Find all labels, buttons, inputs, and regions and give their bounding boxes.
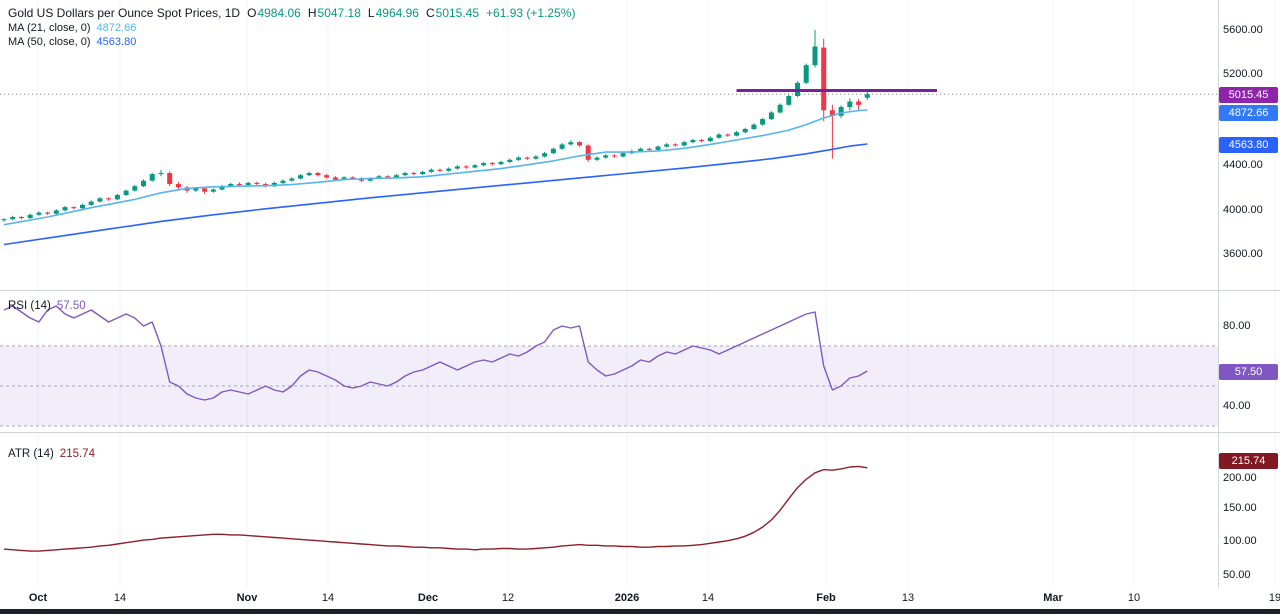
symbol-title: Gold US Dollars per Ounce Spot Prices, 1… [8, 6, 241, 20]
ma50-legend-row[interactable]: MA (50, close, 0) 4563.80 [8, 36, 575, 48]
axis-tick-label: 150.00 [1223, 502, 1257, 514]
time-axis[interactable]: Oct 14 Nov 14 Dec 12 2026 14 Feb 13 Mar 10 19 [0, 588, 1280, 609]
ma21-label: MA (21, close, 0) [8, 22, 91, 34]
axis-tick-label: 50.00 [1223, 569, 1251, 581]
price-badge: 215.74 [1219, 453, 1278, 469]
atr-label: ATR (14) [8, 448, 54, 460]
rsi-value: 57.50 [56, 300, 86, 312]
price-badge: 5015.45 [1219, 87, 1278, 103]
time-tick-label: 14 [321, 592, 335, 604]
time-tick-label: Mar [1043, 592, 1063, 604]
ma21-value: 4872.66 [96, 22, 137, 34]
axis-tick-label: 5600.00 [1223, 24, 1263, 36]
ma21-legend-row[interactable]: MA (21, close, 0) 4872.66 [8, 22, 575, 34]
ma50-value: 4563.80 [96, 36, 137, 48]
time-tick-label: 2026 [614, 592, 640, 604]
time-tick-label: 10 [1127, 592, 1141, 604]
time-tick-label: 14 [113, 592, 127, 604]
price-badge: 4872.66 [1219, 105, 1278, 121]
time-tick-label: Feb [816, 592, 836, 604]
price-axis[interactable]: 5600.00 5200.00 4400.00 4000.00 3600.00 5015.… [1218, 0, 1280, 588]
rsi-label: RSI (14) [8, 300, 51, 312]
ma50-label: MA (50, close, 0) [8, 36, 91, 48]
axis-tick-label: 100.00 [1223, 535, 1257, 547]
time-tick-label: 13 [901, 592, 915, 604]
axis-tick-label: 4400.00 [1223, 159, 1263, 171]
symbol-legend-row[interactable]: Gold US Dollars per Ounce Spot Prices, 1… [8, 6, 575, 20]
axis-tick-label: 4000.00 [1223, 204, 1263, 216]
main-legend: Gold US Dollars per Ounce Spot Prices, 1… [8, 6, 575, 50]
price-change: +61.93 (+1.25%) [486, 6, 576, 20]
axis-tick-label: 200.00 [1223, 472, 1257, 484]
time-tick-label: Oct [28, 592, 48, 604]
time-tick-label: 14 [701, 592, 715, 604]
time-tick-label: 12 [501, 592, 515, 604]
price-badge: 57.50 [1219, 364, 1278, 380]
axis-tick-label: 3600.00 [1223, 248, 1263, 260]
ohlc-high: H5047.18 [307, 6, 361, 20]
rsi-legend-row[interactable]: RSI (14) 57.50 [8, 300, 86, 312]
axis-tick-label: 80.00 [1223, 320, 1251, 332]
atr-legend-row[interactable]: ATR (14) 215.74 [8, 448, 95, 460]
axis-tick-label: 40.00 [1223, 400, 1251, 412]
atr-value: 215.74 [59, 448, 95, 460]
time-tick-label: 19 [1268, 592, 1280, 604]
ohlc-open: O4984.06 [247, 6, 301, 20]
ohlc-low: L4964.96 [367, 6, 419, 20]
axis-tick-label: 5200.00 [1223, 68, 1263, 80]
ohlc-close: C5015.45 [425, 6, 480, 20]
time-tick-label: Nov [236, 592, 258, 604]
bottom-edge-bar [0, 609, 1280, 614]
price-badge: 4563.80 [1219, 137, 1278, 153]
time-tick-label: Dec [417, 592, 439, 604]
